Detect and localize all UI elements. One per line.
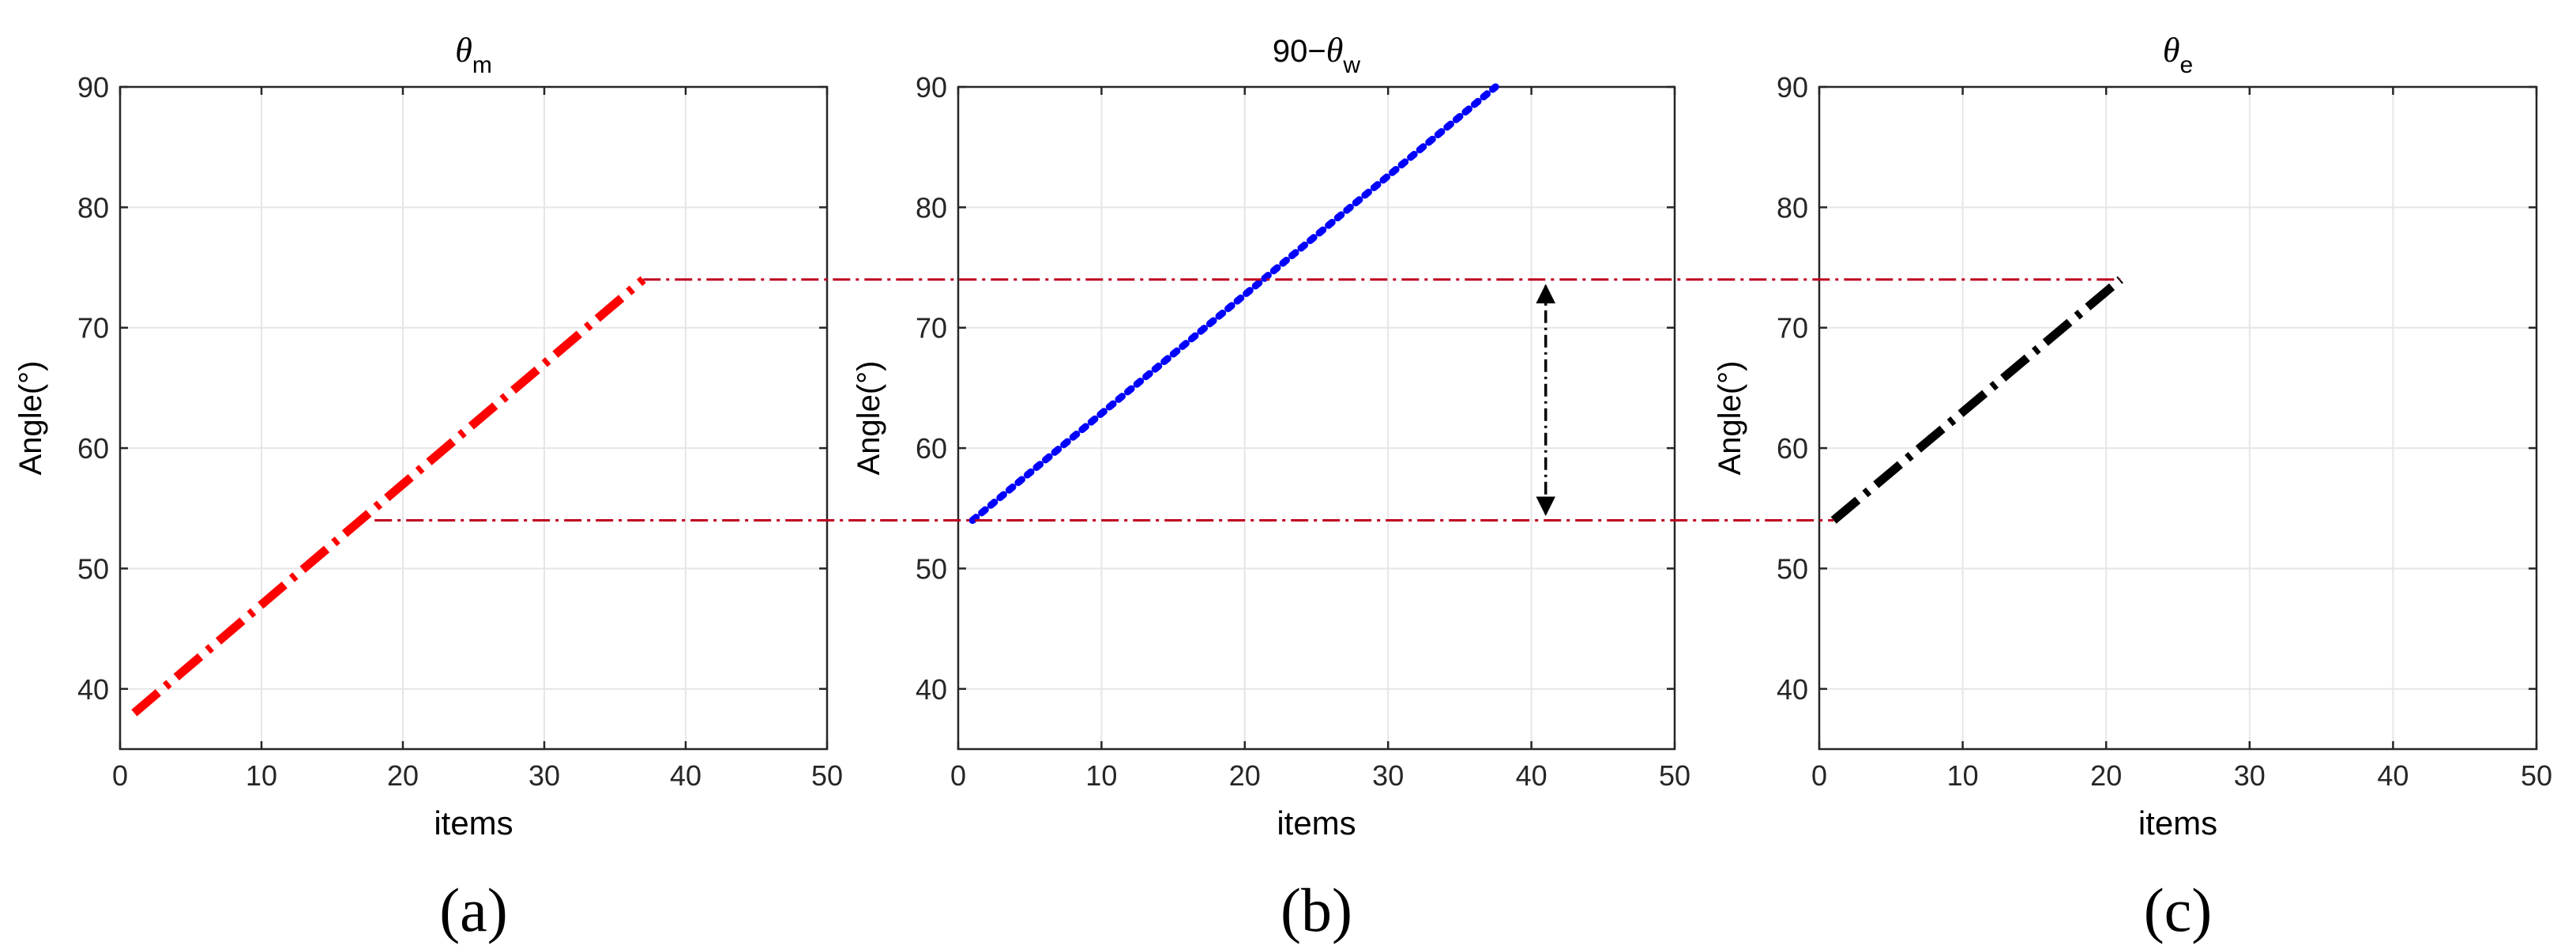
title-symbol: θ <box>455 31 472 70</box>
x-tick-label: 30 <box>528 759 560 792</box>
series-line-3-1 <box>1830 276 2123 524</box>
y-tick-label: 90 <box>77 71 109 104</box>
y-axis-label: Angle(°) <box>852 361 886 476</box>
y-tick-label: 60 <box>77 432 109 465</box>
x-tick-label: 50 <box>2521 759 2552 792</box>
x-tick-label: 10 <box>246 759 277 792</box>
series-line-2-1 <box>968 83 1499 525</box>
x-tick-label: 40 <box>670 759 701 792</box>
panel-caption: (b) <box>1280 876 1352 944</box>
y-axis-label: Angle(°) <box>13 361 48 476</box>
title-subscript: w <box>1342 52 1360 78</box>
x-tick-label: 40 <box>2377 759 2409 792</box>
y-tick-label: 90 <box>916 71 947 104</box>
plot-area <box>120 87 827 749</box>
y-tick-label: 50 <box>916 552 947 585</box>
y-tick-label: 80 <box>77 191 109 224</box>
panel-caption: (a) <box>439 876 508 944</box>
x-tick-label: 20 <box>1229 759 1261 792</box>
y-tick-label: 40 <box>77 673 109 706</box>
x-tick-label: 10 <box>1947 759 1979 792</box>
x-tick-label: 20 <box>387 759 419 792</box>
y-axis-label: Angle(°) <box>1713 361 1747 476</box>
plot-area <box>1819 87 2537 749</box>
x-tick-label: 0 <box>112 759 128 792</box>
x-tick-label: 40 <box>1516 759 1547 792</box>
y-tick-label: 40 <box>1777 673 1808 706</box>
y-tick-label: 70 <box>916 312 947 345</box>
chart-title: θe <box>2163 31 2193 78</box>
panel-caption: (c) <box>2144 876 2213 944</box>
x-axis-label: items <box>434 804 513 842</box>
y-tick-label: 80 <box>916 191 947 224</box>
y-tick-label: 60 <box>916 432 947 465</box>
y-tick-label: 70 <box>1777 312 1808 345</box>
x-tick-label: 30 <box>2234 759 2266 792</box>
title-symbol: θ <box>1326 31 1344 70</box>
title-prefix: 90− <box>1273 34 1326 69</box>
x-tick-label: 0 <box>950 759 966 792</box>
x-axis-label: items <box>2138 804 2217 842</box>
title-subscript: m <box>472 52 492 78</box>
y-tick-label: 60 <box>1777 432 1808 465</box>
y-tick-label: 50 <box>77 552 109 585</box>
x-tick-label: 50 <box>1659 759 1690 792</box>
x-axis-label: items <box>1277 804 1356 842</box>
title-symbol: θ <box>2163 31 2180 70</box>
axes-box <box>1818 85 2538 751</box>
axes-box <box>118 85 829 751</box>
title-subscript: e <box>2179 52 2193 78</box>
chart-title: 90−θw <box>1273 31 1360 78</box>
y-tick-label: 70 <box>77 312 109 345</box>
x-tick-label: 10 <box>1085 759 1117 792</box>
axes-box <box>957 85 1676 751</box>
y-tick-label: 50 <box>1777 552 1808 585</box>
x-tick-label: 0 <box>1811 759 1827 792</box>
x-tick-label: 50 <box>811 759 843 792</box>
y-tick-label: 80 <box>1777 191 1808 224</box>
chart-title: θm <box>455 31 492 78</box>
y-tick-label: 90 <box>1777 71 1808 104</box>
x-tick-label: 30 <box>1372 759 1404 792</box>
plot-area <box>958 87 1675 749</box>
series-line-1-1 <box>131 276 646 717</box>
x-tick-label: 20 <box>2090 759 2122 792</box>
y-tick-label: 40 <box>916 673 947 706</box>
